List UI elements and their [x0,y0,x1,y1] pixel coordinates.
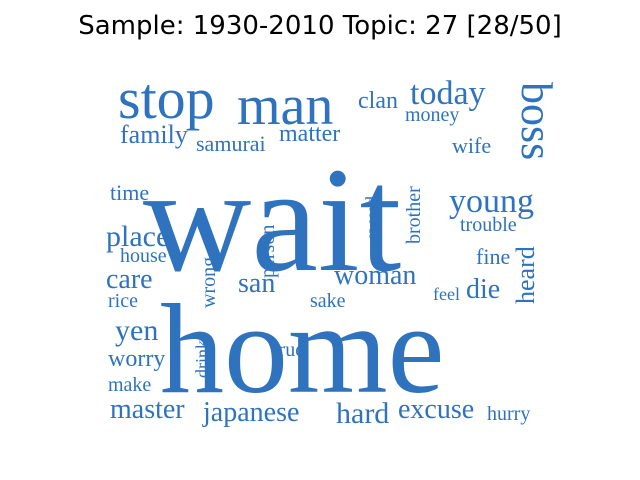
word-family: family [120,120,188,149]
word-fine: fine [476,244,510,269]
word-heard: heard [511,246,540,304]
word-time: time [110,180,149,205]
word-yen: yen [115,314,158,347]
word-drink: drink [192,340,212,378]
word-woman: woman [334,260,416,291]
word-rice: rice [108,290,138,312]
word-wait: wait [143,137,401,303]
word-true: true [273,339,304,361]
page-title: Sample: 1930-2010 Topic: 27 [28/50] [78,11,562,41]
word-brother: brother [403,186,425,244]
word-care: care [106,264,153,295]
word-master: master [110,394,185,425]
word-san: san [238,268,275,299]
word-excuse: excuse [398,394,474,425]
word-feel: feel [433,284,460,304]
word-home: home [160,278,444,420]
word-money: money [405,104,459,126]
word-hurry: hurry [487,403,530,425]
word-japanese: japanese [202,397,299,428]
word-boss: boss [512,82,561,160]
word-house: house [120,245,167,267]
word-sake: sake [310,290,346,312]
word-wife: wife [452,133,491,158]
word-man: man [237,75,333,137]
word-worry: worry [108,346,165,372]
word-clan: clan [358,88,398,114]
word-young: young [449,183,534,220]
word-samurai: samurai [196,131,266,156]
word-today: today [410,75,486,112]
word-sword: sword [362,196,382,240]
word-die: die [466,274,500,305]
word-trouble: trouble [460,214,517,236]
word-place: place [106,220,169,253]
word-person: person [257,225,279,278]
word-make: make [108,374,151,396]
word-wrong: wrong [198,257,220,308]
word-hard: hard [336,397,389,430]
word-matter: matter [279,121,340,147]
word-stop: stop [118,66,215,131]
